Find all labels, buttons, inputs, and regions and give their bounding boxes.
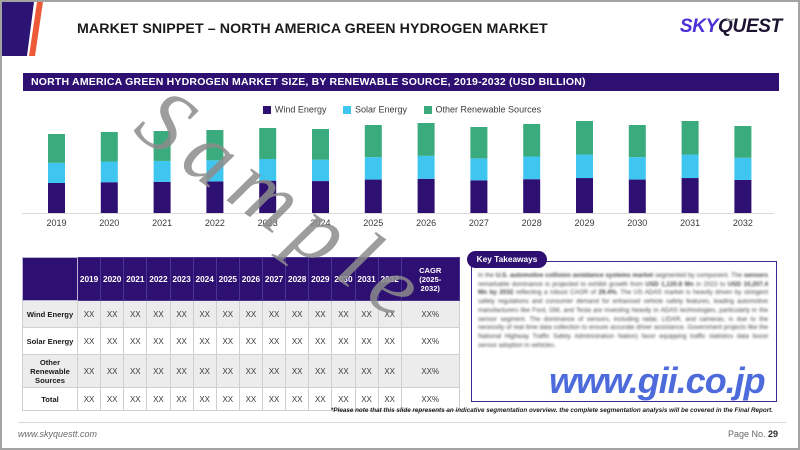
svg-text:2022: 2022 bbox=[205, 218, 225, 228]
svg-text:2028: 2028 bbox=[522, 218, 542, 228]
svg-text:2019: 2019 bbox=[46, 218, 66, 228]
svg-text:2023: 2023 bbox=[258, 218, 278, 228]
svg-text:2031: 2031 bbox=[680, 218, 700, 228]
svg-text:2032: 2032 bbox=[733, 218, 753, 228]
svg-text:2029: 2029 bbox=[574, 218, 594, 228]
svg-text:2030: 2030 bbox=[627, 218, 647, 228]
svg-text:2027: 2027 bbox=[469, 218, 489, 228]
svg-text:2026: 2026 bbox=[416, 218, 436, 228]
svg-text:2021: 2021 bbox=[152, 218, 172, 228]
svg-text:2025: 2025 bbox=[363, 218, 383, 228]
svg-text:2024: 2024 bbox=[310, 218, 330, 228]
svg-text:2020: 2020 bbox=[99, 218, 119, 228]
